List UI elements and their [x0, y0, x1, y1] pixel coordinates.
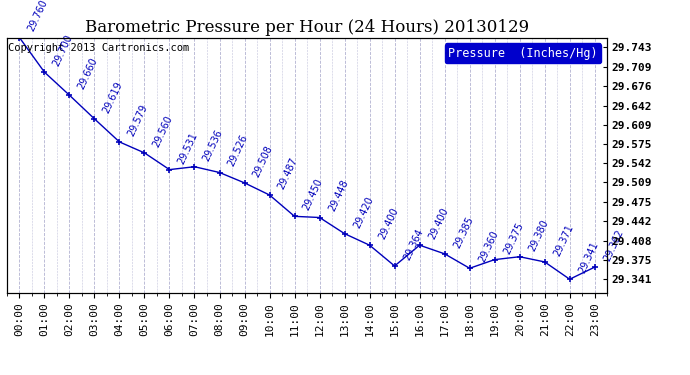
Text: 29.531: 29.531: [177, 130, 200, 165]
Pressure  (Inches/Hg): [315, 215, 324, 220]
Pressure  (Inches/Hg): [140, 151, 148, 155]
Text: 29.380: 29.380: [526, 218, 550, 253]
Pressure  (Inches/Hg): [166, 167, 174, 172]
Text: 29.760: 29.760: [26, 0, 50, 33]
Pressure  (Inches/Hg): [90, 117, 99, 121]
Text: 29.341: 29.341: [577, 240, 600, 275]
Pressure  (Inches/Hg): [266, 193, 274, 197]
Text: 29.360: 29.360: [477, 229, 500, 264]
Text: 29.400: 29.400: [377, 206, 400, 241]
Text: 29.560: 29.560: [151, 114, 175, 149]
Pressure  (Inches/Hg): [366, 243, 374, 248]
Pressure  (Inches/Hg): [190, 165, 199, 169]
Text: 29.487: 29.487: [277, 156, 300, 191]
Text: 29.371: 29.371: [551, 223, 575, 258]
Text: Copyright 2013 Cartronics.com: Copyright 2013 Cartronics.com: [8, 43, 189, 52]
Pressure  (Inches/Hg): [391, 264, 399, 268]
Text: 29.700: 29.700: [51, 33, 75, 68]
Pressure  (Inches/Hg): [540, 260, 549, 264]
Text: 29.579: 29.579: [126, 103, 150, 138]
Text: 29.420: 29.420: [351, 195, 375, 230]
Pressure  (Inches/Hg): [340, 231, 348, 236]
Text: 29.619: 29.619: [101, 80, 125, 115]
Text: 29.364: 29.364: [402, 227, 425, 262]
Text: 29.448: 29.448: [326, 178, 350, 213]
Pressure  (Inches/Hg): [66, 93, 74, 98]
Pressure  (Inches/Hg): [466, 266, 474, 270]
Text: 29.508: 29.508: [251, 144, 275, 179]
Pressure  (Inches/Hg): [290, 214, 299, 219]
Pressure  (Inches/Hg): [215, 170, 224, 175]
Text: 29.660: 29.660: [77, 56, 99, 91]
Pressure  (Inches/Hg): [40, 70, 48, 74]
Text: 29.526: 29.526: [226, 133, 250, 168]
Line: Pressure  (Inches/Hg): Pressure (Inches/Hg): [16, 34, 598, 283]
Pressure  (Inches/Hg): [591, 265, 599, 269]
Legend: Pressure  (Inches/Hg): Pressure (Inches/Hg): [444, 44, 601, 63]
Text: 29.536: 29.536: [201, 128, 225, 163]
Text: 29.362: 29.362: [602, 228, 625, 263]
Pressure  (Inches/Hg): [440, 252, 449, 256]
Pressure  (Inches/Hg): [566, 277, 574, 282]
Text: 29.385: 29.385: [451, 215, 475, 250]
Title: Barometric Pressure per Hour (24 Hours) 20130129: Barometric Pressure per Hour (24 Hours) …: [85, 19, 529, 36]
Pressure  (Inches/Hg): [15, 35, 23, 40]
Pressure  (Inches/Hg): [515, 255, 524, 259]
Pressure  (Inches/Hg): [491, 257, 499, 262]
Text: 29.450: 29.450: [302, 177, 325, 212]
Text: 29.375: 29.375: [502, 220, 525, 255]
Pressure  (Inches/Hg): [240, 181, 248, 185]
Text: 29.400: 29.400: [426, 206, 450, 241]
Pressure  (Inches/Hg): [115, 140, 124, 144]
Pressure  (Inches/Hg): [415, 243, 424, 248]
